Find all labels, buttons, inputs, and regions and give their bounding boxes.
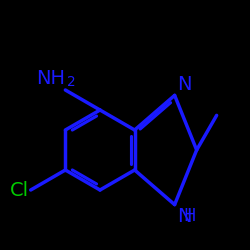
Text: H: H: [184, 207, 196, 225]
Text: NH: NH: [36, 68, 65, 87]
Text: N: N: [177, 207, 192, 226]
Text: N: N: [177, 75, 192, 94]
Text: Cl: Cl: [10, 180, 29, 200]
Text: 2: 2: [66, 75, 75, 89]
